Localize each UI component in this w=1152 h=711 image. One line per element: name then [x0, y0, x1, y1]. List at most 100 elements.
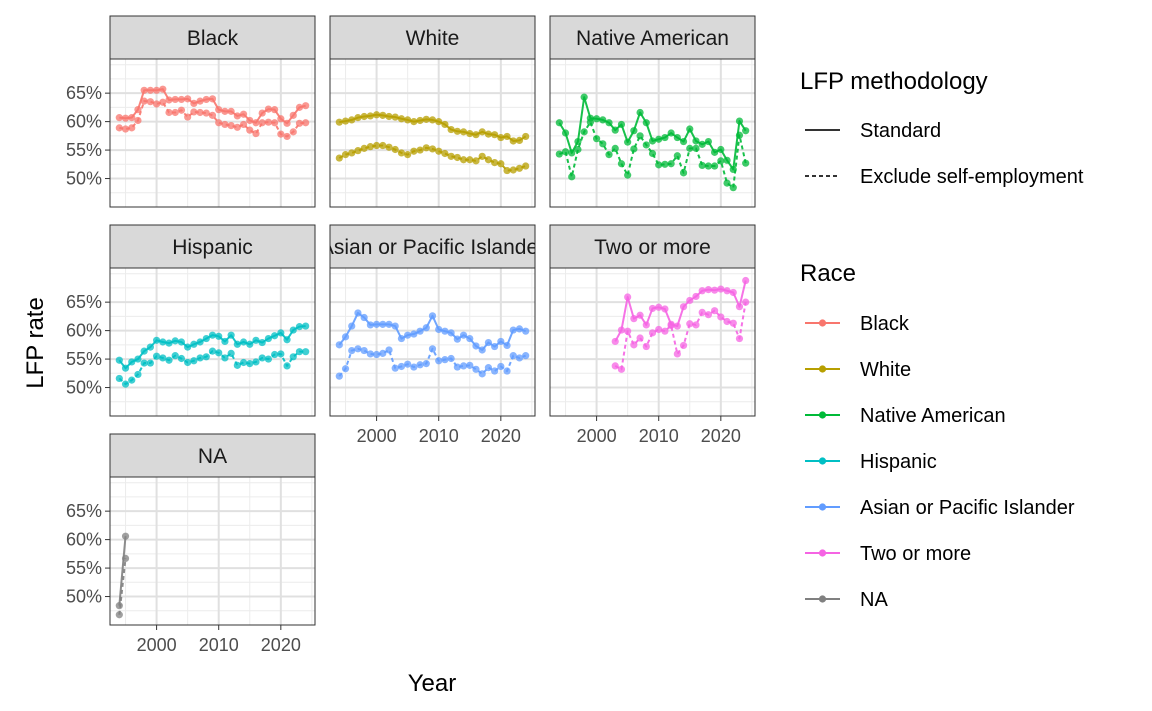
legend-label-two-or-more: Two or more: [860, 543, 971, 565]
facet-strip: [329, 15, 536, 60]
data-point: [605, 151, 613, 159]
data-point: [208, 95, 217, 103]
data-point: [335, 118, 343, 126]
x-tick-label: 2020: [481, 426, 521, 446]
legend-title-race: Race: [800, 260, 856, 287]
data-point: [484, 156, 493, 164]
data-point: [140, 86, 148, 94]
data-point: [385, 143, 393, 151]
data-point: [289, 326, 297, 334]
data-point: [252, 129, 260, 138]
data-point: [617, 160, 626, 168]
data-point: [410, 147, 418, 155]
data-point: [221, 354, 229, 362]
data-point: [165, 108, 173, 117]
data-point: [698, 161, 706, 170]
data-point: [410, 330, 418, 338]
data-point: [202, 109, 210, 117]
data-point: [711, 286, 719, 294]
data-point: [561, 148, 570, 156]
data-point: [196, 338, 204, 346]
data-point: [416, 327, 424, 335]
y-tick-label: 50%: [66, 378, 102, 398]
x-tick-label: 2010: [419, 426, 459, 446]
data-point: [711, 307, 719, 315]
data-point: [391, 322, 399, 330]
legend-label-white: White: [860, 359, 911, 381]
data-point: [146, 98, 154, 106]
data-point: [453, 153, 461, 162]
data-point: [184, 95, 192, 103]
data-point: [271, 350, 279, 359]
data-point: [264, 334, 273, 343]
data-point: [568, 149, 576, 157]
x-tick-label: 2000: [357, 426, 397, 446]
data-point: [196, 108, 204, 117]
data-point: [283, 336, 291, 344]
data-point: [354, 147, 362, 155]
data-point: [221, 337, 229, 346]
facet-strip-label: Asian or Pacific Islander: [320, 236, 545, 259]
x-tick-label: 2000: [137, 635, 177, 655]
y-tick-label: 55%: [66, 349, 102, 369]
legend-key-point-na: [818, 595, 827, 603]
data-point: [661, 327, 669, 335]
y-tick-label: 65%: [66, 501, 102, 521]
data-point: [478, 370, 486, 378]
data-point: [335, 372, 343, 380]
data-point: [354, 114, 362, 122]
data-point: [742, 159, 750, 167]
data-point: [686, 125, 694, 133]
data-point: [215, 349, 223, 357]
data-point: [453, 127, 461, 135]
data-point: [121, 532, 130, 540]
data-point: [648, 304, 657, 313]
legend-title-lfp-methodology: LFP methodology: [800, 68, 988, 95]
data-point: [522, 132, 530, 141]
data-point: [177, 338, 186, 346]
x-tick-label: 2000: [577, 426, 617, 446]
data-point: [302, 119, 310, 127]
panel-border: [329, 267, 536, 417]
data-point: [509, 326, 517, 334]
data-point: [271, 332, 279, 340]
data-point: [354, 345, 362, 353]
data-point: [447, 125, 455, 134]
data-point: [679, 137, 688, 146]
data-point: [630, 341, 638, 349]
legend-label-hispanic: Hispanic: [860, 451, 937, 473]
data-point: [630, 127, 638, 135]
panel-border: [109, 267, 316, 417]
data-point: [233, 112, 241, 120]
legend-key-point-hispanic: [818, 457, 827, 465]
data-point: [435, 325, 443, 334]
data-point: [723, 179, 731, 187]
data-point: [239, 120, 248, 129]
data-point: [698, 308, 706, 316]
data-point: [152, 352, 161, 360]
legend-label-standard: Standard: [860, 120, 941, 142]
data-point: [239, 110, 248, 118]
y-tick-label: 65%: [66, 83, 102, 103]
data-point: [215, 106, 223, 114]
data-point: [121, 554, 130, 563]
data-point: [335, 341, 343, 349]
legend-lfp-methodology: LFP methodology Standard Exclude self-emp…: [800, 68, 1084, 188]
data-point: [379, 111, 387, 119]
data-point: [624, 138, 632, 146]
x-tick-label: 2020: [701, 426, 741, 446]
data-point: [555, 119, 563, 127]
data-point: [341, 151, 350, 159]
data-point: [686, 296, 694, 305]
facet-strip-label: Native American: [576, 27, 729, 50]
data-point: [152, 336, 161, 344]
data-point: [277, 329, 285, 337]
data-point: [441, 149, 449, 158]
data-point: [642, 342, 650, 351]
data-point: [692, 292, 700, 301]
data-point: [258, 338, 266, 347]
data-point: [555, 150, 563, 158]
data-point: [636, 132, 644, 140]
data-point: [497, 160, 505, 168]
data-point: [723, 156, 731, 164]
